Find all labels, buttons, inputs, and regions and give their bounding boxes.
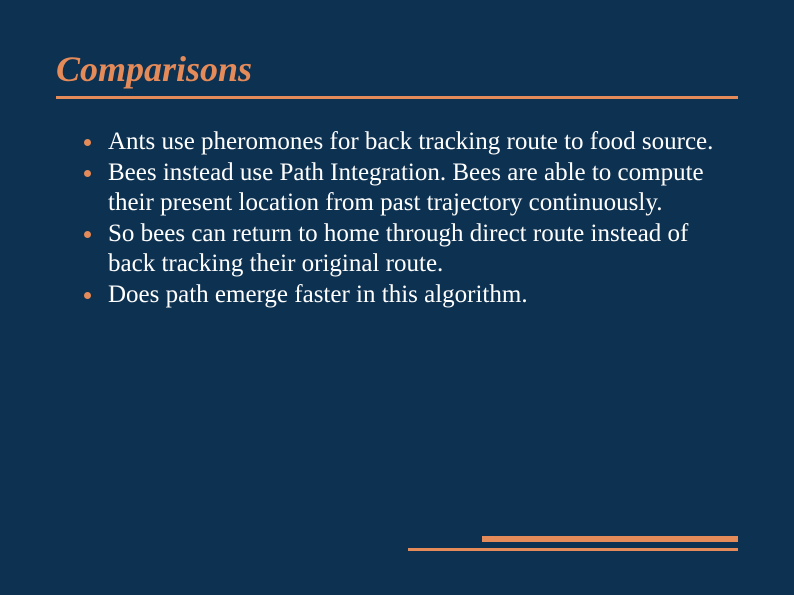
list-item: Bees instead use Path Integration. Bees … xyxy=(78,158,738,219)
slide: Comparisons Ants use pheromones for back… xyxy=(0,0,794,595)
title-underline xyxy=(56,96,738,99)
list-item: Does path emerge faster in this algorith… xyxy=(78,280,738,311)
list-item: Ants use pheromones for back tracking ro… xyxy=(78,127,738,158)
list-item: So bees can return to home through direc… xyxy=(78,219,738,280)
footer-divider-thin xyxy=(408,548,738,551)
slide-content: Ants use pheromones for back tracking ro… xyxy=(56,127,738,310)
bullet-list: Ants use pheromones for back tracking ro… xyxy=(78,127,738,310)
footer-divider xyxy=(408,536,738,551)
footer-divider-thick xyxy=(482,536,738,542)
slide-title: Comparisons xyxy=(56,48,738,90)
